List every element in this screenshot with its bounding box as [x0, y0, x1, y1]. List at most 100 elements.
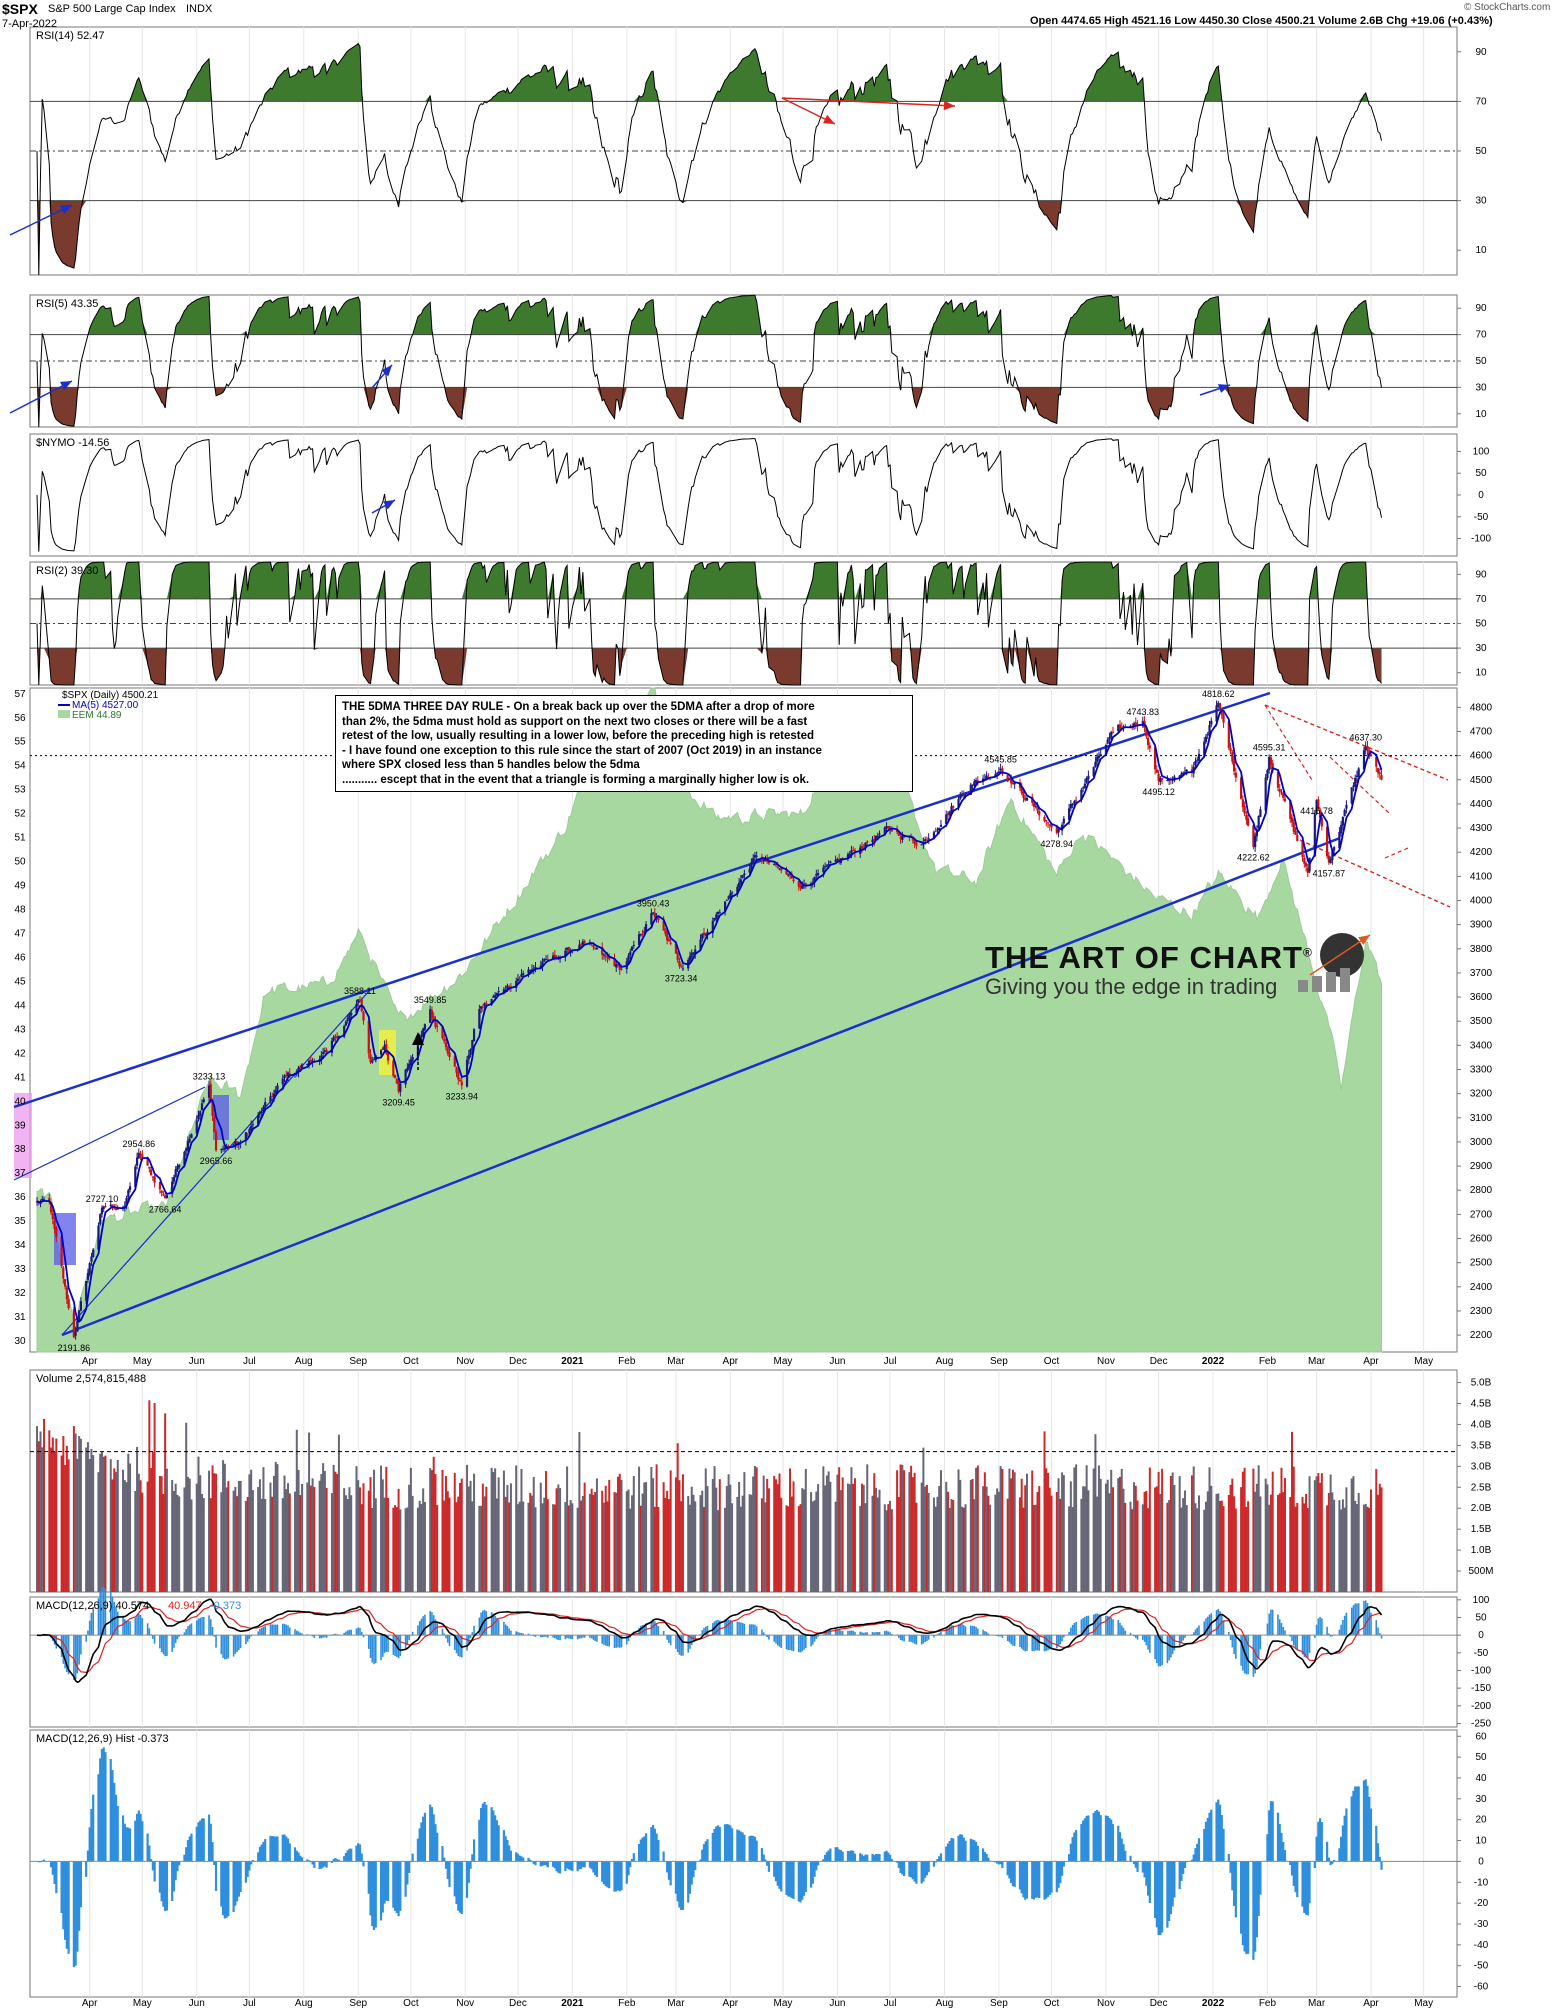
volume-bar [176, 1494, 179, 1592]
volume-bar [222, 1460, 225, 1592]
macd-hist-panel-bar [527, 1857, 530, 1862]
macd-hist-panel-bar [939, 1853, 943, 1862]
macd-hist-panel-bar [262, 1841, 265, 1862]
volume-bar [183, 1487, 186, 1592]
volume-bar [1252, 1468, 1255, 1592]
volume-bar [43, 1418, 46, 1592]
volume-bar [1366, 1506, 1369, 1592]
volume-bar [1168, 1500, 1171, 1592]
price-candle [1276, 771, 1280, 788]
macd-hist-panel-bar [750, 1835, 753, 1862]
volume-bar [141, 1492, 144, 1592]
macd-hist-panel-bar [1111, 1824, 1115, 1862]
eem-left-tick-label: 39 [14, 1120, 26, 1131]
macd-hist-panel-bar [74, 1861, 77, 1966]
price-candle [580, 944, 583, 946]
price-candle [325, 1050, 328, 1053]
volume-bar [655, 1464, 658, 1592]
volume-bar [1341, 1499, 1344, 1592]
macd-hist-panel-bar [367, 1861, 370, 1894]
volume-bar [964, 1504, 967, 1592]
price-candle [297, 1067, 300, 1073]
price-candle [618, 965, 621, 970]
macd-hist-panel-bar [257, 1852, 260, 1862]
volume-tick-label: 500M [1468, 1566, 1493, 1577]
volume-bar [559, 1488, 562, 1592]
bottom-x-label: Jul [884, 1998, 897, 2008]
macd-hist-panel-bar [762, 1854, 765, 1862]
price-label: 3233.94 [446, 1091, 479, 1101]
macd-hist-panel-bar [325, 1861, 328, 1868]
volume-bar [883, 1504, 886, 1592]
price-candle [508, 986, 511, 988]
logo-bar [1326, 972, 1336, 992]
volume-bar [1292, 1466, 1295, 1592]
price-label: 3950.43 [637, 898, 670, 908]
annotation-line: THE 5DMA THREE DAY RULE - On a break bac… [342, 701, 815, 713]
price-candle [453, 1056, 456, 1067]
annotation-line: retest of the low, usually resulting in … [342, 730, 815, 742]
macd-hist-panel-bar [985, 1853, 988, 1862]
price-right-tick-label: 2800 [1470, 1185, 1493, 1196]
price-candle [186, 1140, 190, 1150]
macd-hist-panel-bar [334, 1858, 337, 1862]
price-candle [436, 1026, 439, 1028]
macd-hist-panel-bar [873, 1855, 876, 1862]
price-right-tick-label: 4100 [1470, 871, 1493, 882]
macd-hist-panel-bar [1315, 1836, 1318, 1862]
volume-bar [1108, 1493, 1111, 1592]
price-candle [639, 934, 642, 936]
macd-hist-panel-bar [164, 1861, 167, 1912]
volume-bar [913, 1472, 916, 1592]
volume-bar [1340, 1509, 1343, 1592]
price-candle [994, 774, 997, 777]
price-candle [887, 825, 890, 829]
macd-hist-panel-bar [774, 1861, 778, 1882]
volume-bar [497, 1477, 500, 1592]
price-candle [1008, 778, 1011, 781]
volume-bar [789, 1468, 792, 1592]
macd-hist-panel-bar [504, 1836, 507, 1862]
macd-hist-panel-bar [479, 1808, 483, 1862]
price-right-tick-label: 3600 [1470, 992, 1493, 1003]
price-candle [283, 1075, 286, 1078]
volume-bar [1350, 1478, 1353, 1592]
macd-hist-panel-bar [667, 1861, 671, 1880]
macd-hist-panel-bar [369, 1861, 372, 1916]
macd-hist-panel-bar [883, 1851, 886, 1862]
price-candle [49, 1202, 53, 1213]
volume-bar [760, 1498, 763, 1592]
macd-hist-panel-bar [850, 1850, 853, 1862]
volume-bar [1006, 1498, 1009, 1592]
price-right-tick-label: 3000 [1470, 1137, 1493, 1148]
macd-hist-panel-bar [652, 1825, 655, 1862]
volume-bar [164, 1413, 167, 1592]
macd-hist-panel-bar [1329, 1861, 1332, 1866]
macd-hist-panel-bar [458, 1861, 462, 1913]
volume-title: Volume 2,574,815,488 [36, 1373, 146, 1385]
bottom-x-label: Oct [403, 1998, 419, 2008]
macd-signal-legend: 40.947 [168, 1600, 202, 1612]
price-candle [911, 838, 914, 841]
macd-hist-panel-bar [702, 1844, 706, 1862]
volume-bar [989, 1504, 992, 1592]
price-candle [741, 874, 744, 878]
volume-bar [1269, 1494, 1272, 1592]
volume-tick-label: 4.0B [1471, 1419, 1492, 1430]
price-candle [1257, 815, 1260, 829]
macd-hist-panel-bar [1350, 1796, 1353, 1862]
price-legend-eem: EEM 44.89 [72, 710, 122, 721]
price-candle [1220, 708, 1223, 715]
price-candle [492, 996, 495, 998]
macd-hist-panel-bar [1008, 1861, 1011, 1879]
annotation-box: THE 5DMA THREE DAY RULE - On a break bac… [335, 695, 913, 792]
nymo-panel [29, 433, 1458, 557]
macd-hist-panel-bar [299, 1855, 302, 1862]
volume-bar [223, 1463, 226, 1592]
price-candle [409, 1059, 412, 1066]
price-candle [774, 863, 778, 866]
macd-hist-panel-bar [824, 1854, 827, 1862]
volume-bar [478, 1505, 481, 1592]
volume-bar [962, 1507, 965, 1592]
macd-hist-panel-bar [602, 1861, 606, 1885]
